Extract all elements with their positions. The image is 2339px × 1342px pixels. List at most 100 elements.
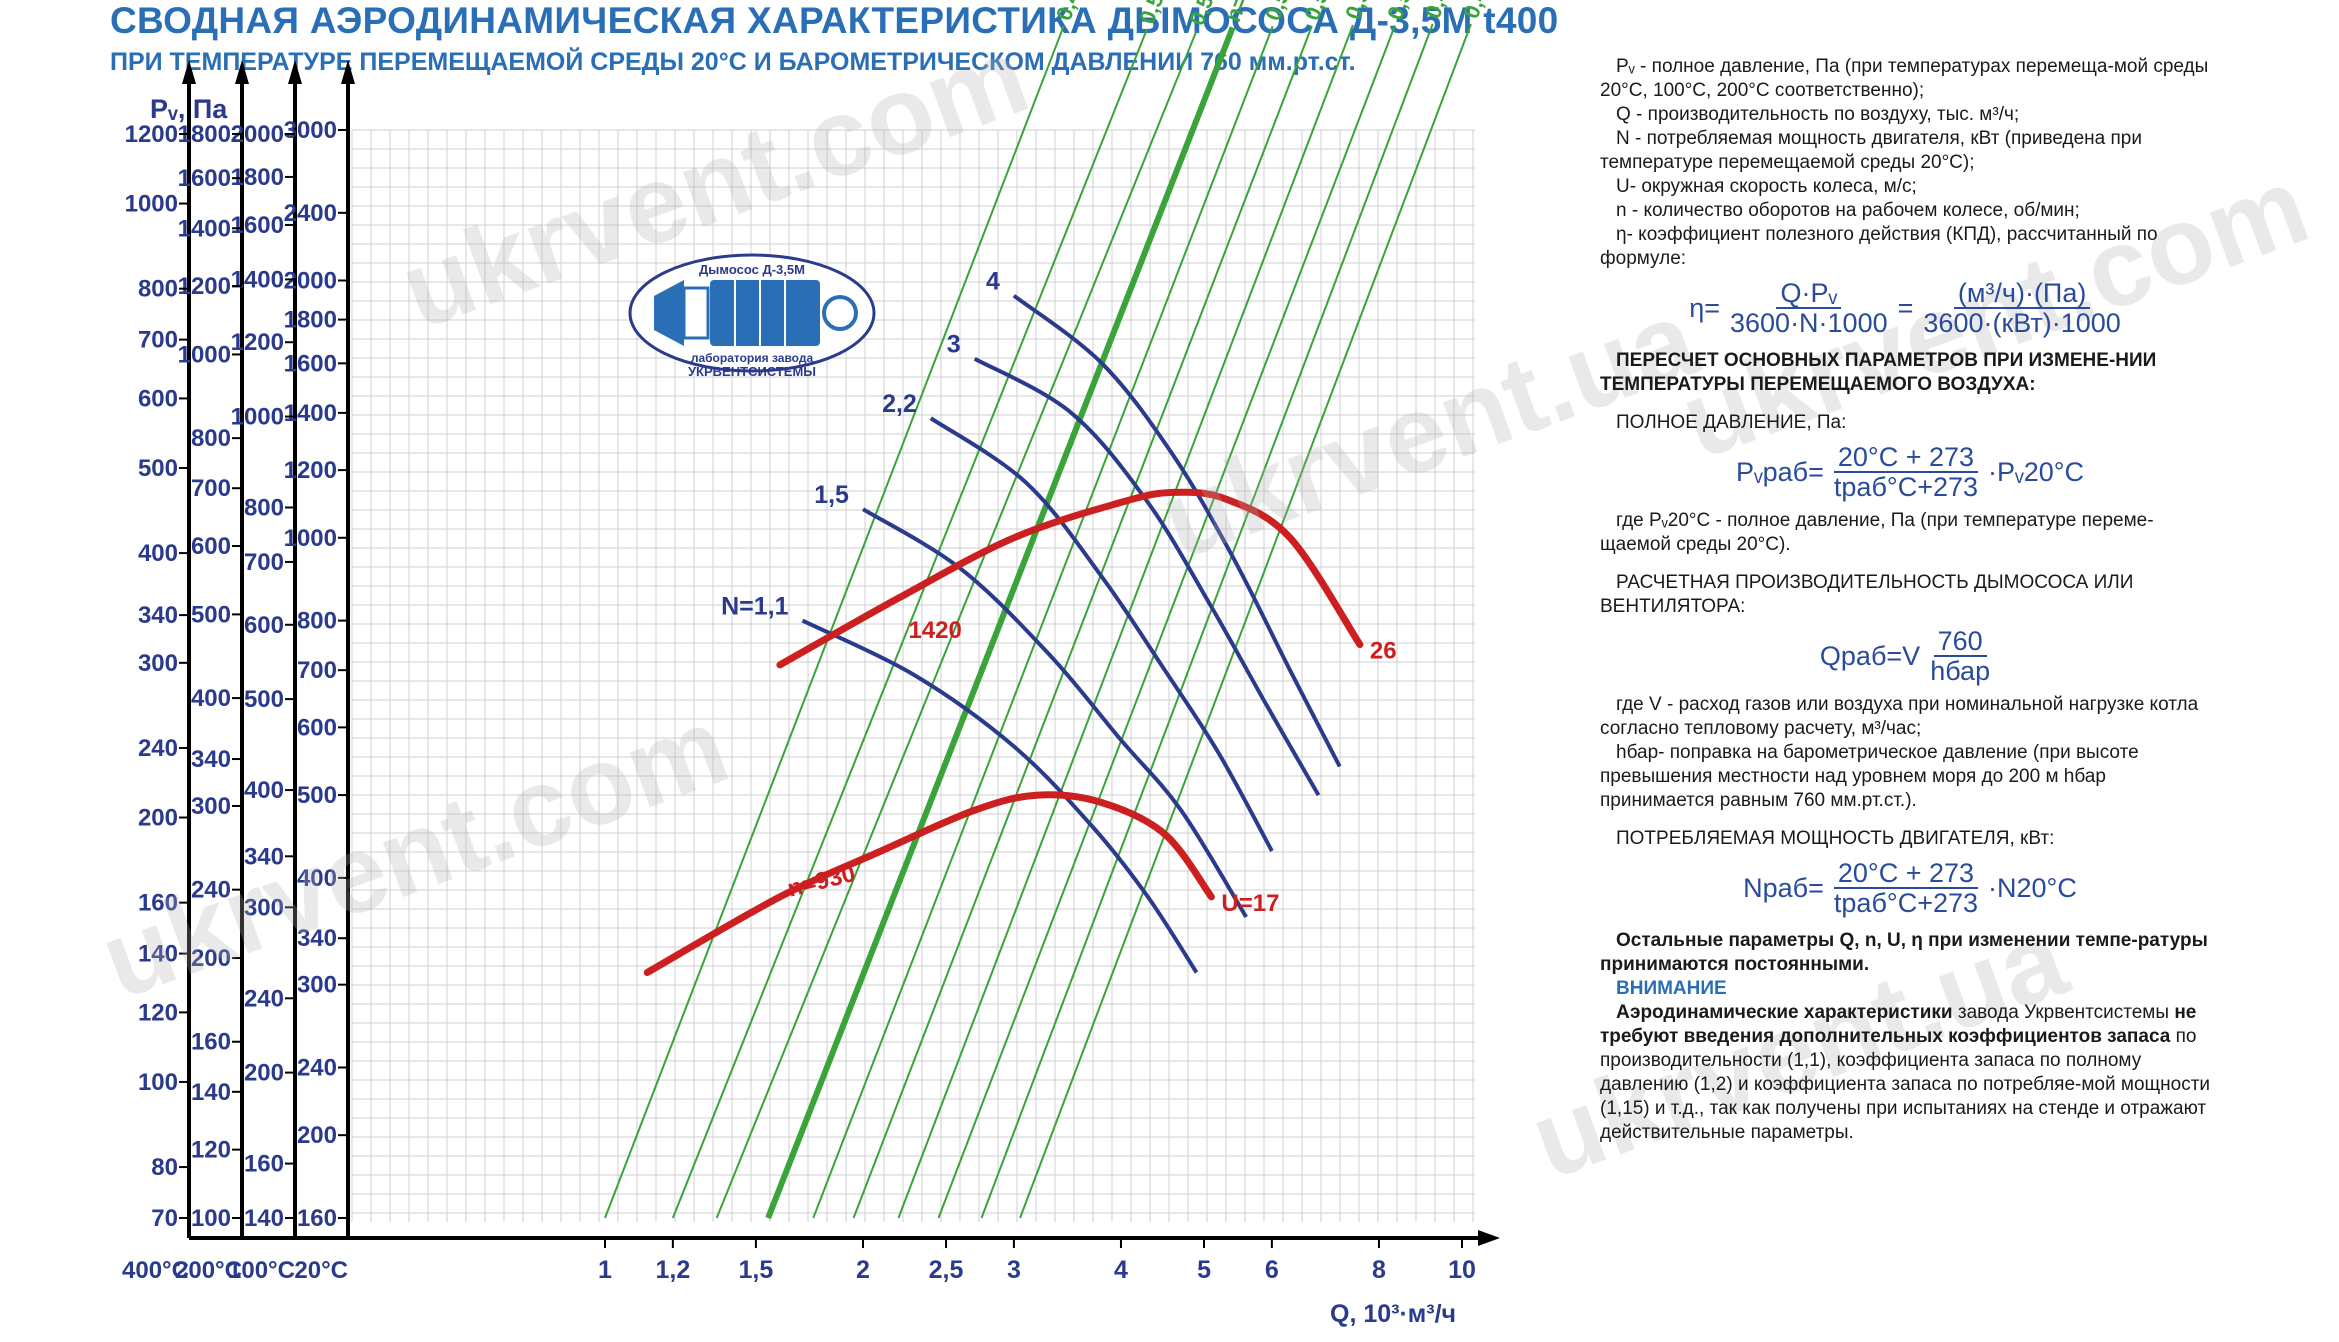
pressure-formula-num: 20°С + 273	[1833, 444, 1979, 473]
y-tick-label: 160	[138, 890, 178, 917]
y-tick-label: 200	[138, 805, 178, 832]
capacity-formula-num: 760	[1933, 628, 1987, 657]
eta-formula-den2: 3600·(кВт)·1000	[1923, 308, 2121, 338]
chart-title: СВОДНАЯ АЭРОДИНАМИЧЕСКАЯ ХАРАКТЕРИСТИКА …	[110, 0, 1559, 41]
x-tick-label: 1,5	[739, 1256, 774, 1284]
y-tick-label: 1600	[284, 350, 337, 377]
y-tick-label: 160	[244, 1151, 284, 1178]
y-tick-label: 340	[191, 746, 231, 773]
power-curve	[929, 416, 1274, 852]
y-tick-label: 1000	[178, 341, 231, 368]
warning-text-2: по производительности (1,1), коэффициент…	[1600, 1026, 2211, 1143]
capacity-note-2: hбар- поправка на барометрическое давлен…	[1600, 742, 2139, 811]
y-tick-label: 340	[138, 602, 178, 629]
axes: 1602002403003404005006007008001000120014…	[122, 60, 1500, 1328]
manufacturer-badge: Дымосос Д-3,5М лаборатория завода УКРВЕН…	[628, 253, 876, 379]
axis-temperature-label: 100°C	[228, 1257, 295, 1284]
y-tick-label: 500	[297, 782, 337, 809]
y-tick-label: 3000	[284, 117, 337, 144]
efficiency-formula: η= Q·Pᵥ 3600·N·1000 = (м³/ч)·(Па) 3600·(кВ…	[1600, 280, 2220, 338]
warning-bold-1: Аэродинамические характеристики	[1616, 1002, 1953, 1023]
y-tick-label: 1600	[231, 212, 284, 239]
efficiency-line-label: 0,533	[1134, 0, 1178, 28]
eta-formula-eq: =	[1897, 293, 1914, 323]
y-tick-label: 240	[138, 735, 178, 762]
power-curve-label: 4	[986, 268, 1000, 296]
y-tick-label: 300	[138, 650, 178, 677]
y-tick-label: 500	[138, 455, 178, 482]
legend-line-speed: U- окружная скорость колеса, м/с;	[1616, 176, 1917, 197]
capacity-formula-den: hбар	[1930, 656, 1991, 686]
y-tick-label: 1800	[284, 307, 337, 334]
pressure-formula-rhs: ·Pᵥ20°С	[1988, 457, 2085, 487]
efficiency-line	[852, 25, 1313, 1219]
efficiency-line	[765, 26, 1236, 1220]
y-tick-label: 600	[244, 612, 284, 639]
y-tick-label: 1200	[231, 329, 284, 356]
y-tick-label: 600	[297, 714, 337, 741]
y-axis-title: Pᵥ, Па	[150, 94, 228, 124]
y-tick-label: 1400	[178, 215, 231, 242]
y-tick-label: 600	[138, 385, 178, 412]
x-tick-label: 10	[1448, 1256, 1476, 1284]
y-tick-label: 340	[297, 925, 337, 952]
power-formula-rhs: ·N20°С	[1988, 873, 2077, 903]
y-axis-arrow	[288, 60, 302, 84]
power-formula-den: tраб°С+273	[1833, 888, 1979, 918]
y-tick-label: 700	[191, 475, 231, 502]
x-tick-label: 2,5	[929, 1256, 964, 1284]
legend-panel: Pᵥ - полное давление, Па (при температур…	[1600, 55, 2220, 1145]
axis-temperature-label: 400°C	[122, 1257, 189, 1284]
y-tick-label: 2000	[284, 268, 337, 295]
badge-motor-shape	[822, 295, 858, 331]
badge-inlet-shape	[654, 280, 684, 346]
legend-line-pressure: Pᵥ - полное давление, Па (при температур…	[1600, 56, 2209, 101]
power-heading: ПОТРЕБЛЯЕМАЯ МОЩНОСТЬ ДВИГАТЕЛЯ, кВт:	[1616, 828, 2055, 849]
x-axis-title: Q, 10³·м³/ч	[1330, 1300, 1456, 1328]
y-tick-label: 200	[191, 945, 231, 972]
power-curve-label: 2,2	[882, 390, 917, 418]
efficiency-line	[980, 23, 1434, 1219]
y-tick-label: 1200	[284, 457, 337, 484]
axis-temperature-label: 200°C	[175, 1257, 242, 1284]
efficiency-line-label: 0,512	[1382, 0, 1425, 23]
eta-formula-num1: Q·Pᵥ	[1776, 280, 1842, 309]
power-curve	[973, 356, 1321, 797]
efficiency-line-label: 0,555	[1340, 0, 1383, 23]
efficiency-line-label: 0,443	[1051, 0, 1094, 24]
speed-curve-end-label: 26	[1370, 638, 1397, 665]
y-tick-label: 240	[191, 877, 231, 904]
pressure-formula-den: tраб°С+273	[1833, 472, 1979, 502]
plot-grid	[351, 129, 1475, 1222]
capacity-formula: Qраб=V 760 hбар	[1600, 628, 2220, 686]
y-tick-label: 700	[138, 327, 178, 354]
efficiency-line	[937, 25, 1396, 1219]
y-tick-label: 80	[151, 1154, 178, 1181]
power-formula-num: 20°С + 273	[1833, 860, 1979, 889]
x-tick-label: 1,2	[655, 1256, 690, 1284]
x-tick-label: 2	[856, 1256, 870, 1284]
y-tick-label: 500	[191, 601, 231, 628]
y-tick-label: 200	[297, 1122, 337, 1149]
eta-formula-den1: 3600·N·1000	[1730, 308, 1888, 338]
power-curve-label: 3	[947, 331, 961, 359]
badge-body-shape	[682, 286, 710, 340]
speed-curve	[643, 791, 1215, 976]
efficiency-line-label: 0,583	[1299, 0, 1342, 24]
axis-temperature-label: 20°C	[294, 1257, 348, 1284]
speed-curve	[776, 488, 1364, 669]
y-tick-label: 1200	[125, 121, 178, 148]
warning-heading: ВНИМАНИЕ	[1616, 978, 1727, 999]
y-tick-label: 1600	[178, 165, 231, 192]
power-curve-label: N=1,1	[721, 593, 789, 621]
y-tick-label: 100	[191, 1205, 231, 1232]
badge-bottom-text-1: лаборатория завода	[691, 351, 814, 365]
chart-subtitle: ПРИ ТЕМПЕРАТУРЕ ПЕРЕМЕЩАЕМОЙ СРЕДЫ 20°С …	[110, 48, 1356, 76]
capacity-heading: РАСЧЕТНАЯ ПРОИЗВОДИТЕЛЬНОСТЬ ДЫМОСОСА ИЛ…	[1600, 572, 2134, 617]
capacity-formula-lhs: Qраб=V	[1819, 641, 1921, 671]
legend-line-power: N - потребляемая мощность двигателя, кВт…	[1600, 128, 2142, 173]
y-tick-label: 800	[138, 276, 178, 303]
rest-note: Остальные параметры Q, n, U, η при измен…	[1600, 930, 2208, 975]
legend-line-rpm: n - количество оборотов на рабочем колес…	[1616, 200, 2080, 221]
y-tick-label: 160	[191, 1029, 231, 1056]
